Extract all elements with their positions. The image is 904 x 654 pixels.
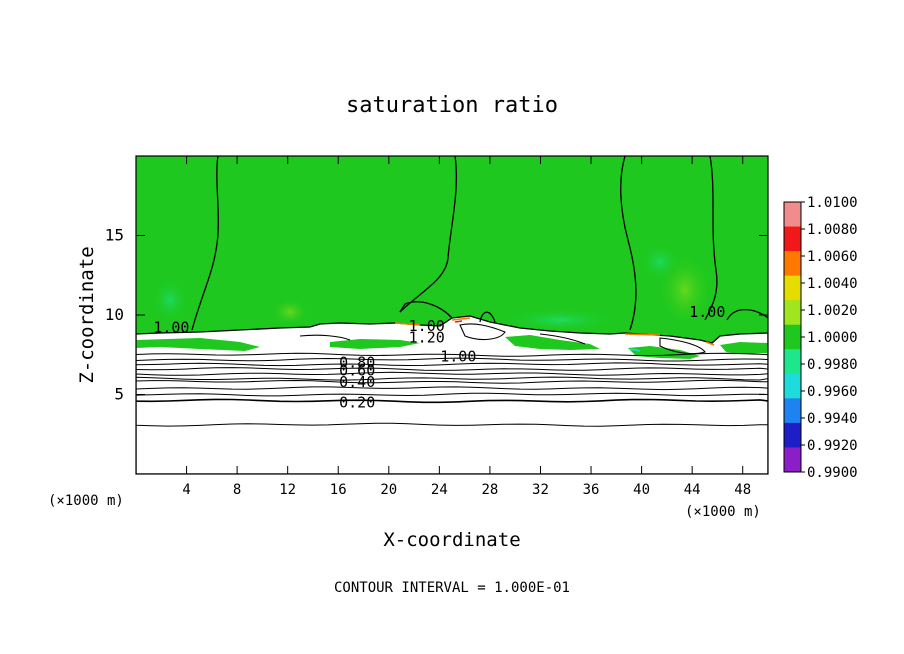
colorbar-tick-label: 1.0000 bbox=[807, 330, 858, 346]
contour-line bbox=[136, 392, 768, 397]
y-axis-label: Z-coordinate bbox=[76, 246, 98, 383]
contour-line bbox=[136, 367, 768, 371]
x-tick-label: 12 bbox=[279, 482, 296, 498]
edge-highlight bbox=[394, 322, 421, 326]
colorbar-tick-label: 1.0020 bbox=[807, 303, 858, 319]
contour-line bbox=[136, 352, 768, 357]
contour-label: 0.40 bbox=[339, 373, 375, 391]
x-axis-label: X-coordinate bbox=[383, 529, 520, 551]
colorbar-tick-label: 0.9920 bbox=[807, 438, 858, 454]
colorbar-swatch bbox=[784, 349, 801, 375]
colorbar-tick-label: 0.9960 bbox=[807, 384, 858, 400]
edge-highlight bbox=[629, 348, 641, 352]
colorbar-swatch bbox=[784, 300, 801, 326]
contour-label: 1.00 bbox=[689, 303, 725, 321]
subsat-blob bbox=[152, 278, 188, 322]
contour-label: 0.80 bbox=[339, 354, 375, 372]
contour-interval-note: CONTOUR INTERVAL = 1.000E-01 bbox=[334, 580, 570, 596]
y-tick-label: 5 bbox=[114, 385, 124, 404]
subsat-blob bbox=[640, 244, 680, 280]
contour-line bbox=[136, 362, 768, 367]
x-tick-label: 40 bbox=[633, 482, 650, 498]
contour-line bbox=[136, 386, 768, 391]
colorbar-swatch bbox=[784, 275, 801, 301]
green-pocket bbox=[720, 342, 768, 354]
contour-line bbox=[620, 156, 637, 331]
chart-title: saturation ratio bbox=[346, 93, 558, 118]
contour-labels: 1.00 1.001.201.001.000.800.600.400.20 bbox=[153, 303, 725, 412]
x-tick-label: 36 bbox=[583, 482, 600, 498]
contour-line bbox=[136, 398, 768, 404]
plot-area: 1.00 1.001.201.001.000.800.600.400.20 bbox=[136, 156, 768, 474]
x-unit-left: (×1000 m) bbox=[48, 493, 124, 509]
contour-line bbox=[459, 323, 506, 341]
edge-highlight bbox=[705, 341, 715, 346]
colorbar-tick-label: 1.0060 bbox=[807, 249, 858, 265]
green-pocket bbox=[505, 335, 600, 350]
contour-line bbox=[726, 308, 768, 321]
contour-line bbox=[191, 156, 219, 331]
contour-label: 1.00 bbox=[440, 347, 476, 365]
x-tick-label: 20 bbox=[380, 482, 397, 498]
colorbar-swatch bbox=[784, 398, 801, 424]
edge-highlight bbox=[451, 317, 471, 321]
contour-line bbox=[136, 376, 768, 381]
x-tick-label: 16 bbox=[330, 482, 347, 498]
contour-line bbox=[704, 156, 718, 321]
contour-line bbox=[399, 156, 458, 313]
y-axis: 5 10 15 bbox=[105, 226, 768, 404]
contour-line bbox=[136, 422, 768, 427]
colorbar-swatch bbox=[784, 226, 801, 252]
dry-region bbox=[136, 315, 768, 474]
contour-line bbox=[659, 337, 706, 355]
green-pocket bbox=[136, 338, 260, 351]
contour-label: 0.60 bbox=[339, 362, 375, 380]
contour-label: 0.20 bbox=[339, 393, 375, 411]
green-pocket bbox=[330, 339, 420, 349]
edge-highlight bbox=[624, 333, 661, 336]
x-tick-label: 32 bbox=[532, 482, 549, 498]
colorbar-swatch bbox=[784, 251, 801, 277]
colorbar: 1.0100 1.0080 1.0060 1.0040 1.0020 1.0000 0.99… bbox=[783, 195, 858, 481]
colorbar-tick-label: 0.9980 bbox=[807, 357, 858, 373]
x-unit-right: (×1000 m) bbox=[685, 504, 761, 520]
x-tick-label: 48 bbox=[734, 482, 751, 498]
x-tick-label: 24 bbox=[431, 482, 448, 498]
colorbar-swatch bbox=[784, 422, 801, 448]
contour-line bbox=[136, 379, 768, 384]
x-tick-label: 44 bbox=[684, 482, 701, 498]
contour-line bbox=[136, 371, 768, 376]
colorbar-tick-label: 0.9900 bbox=[807, 465, 858, 481]
contour-line bbox=[299, 334, 351, 341]
subsat-blob bbox=[500, 308, 620, 332]
y-tick-label: 15 bbox=[105, 226, 124, 245]
colorbar-swatch bbox=[784, 324, 801, 350]
saturation-edge-highlights bbox=[394, 317, 715, 352]
x-tick-label: 8 bbox=[233, 482, 241, 498]
y-tick-label: 10 bbox=[105, 305, 124, 324]
colorbar-swatch bbox=[784, 202, 801, 228]
supersat-blob bbox=[270, 298, 310, 326]
contour-line bbox=[136, 357, 768, 362]
x-tick-label: 4 bbox=[182, 482, 190, 498]
contour-line bbox=[399, 301, 453, 319]
x-axis: 4 8 12 16 20 24 28 32 36 40 44 48 bbox=[182, 156, 751, 498]
contour-label: 1.00 bbox=[409, 317, 445, 335]
contour-line bbox=[539, 333, 586, 345]
contour-label: 1.20 bbox=[409, 328, 445, 346]
colorbar-tick-label: 1.0080 bbox=[807, 222, 858, 238]
x-tick-label: 28 bbox=[481, 482, 498, 498]
dry-region-inner-contours bbox=[299, 323, 706, 355]
edge-highlight bbox=[454, 320, 463, 323]
contour-lines-top bbox=[191, 156, 768, 331]
colorbar-swatch bbox=[784, 447, 801, 473]
contour-label: 1.00 bbox=[153, 319, 189, 337]
colorbar-tick-label: 1.0040 bbox=[807, 276, 858, 292]
horizontal-contours bbox=[136, 352, 768, 427]
colorbar-tick-label: 0.9940 bbox=[807, 411, 858, 427]
contour-line bbox=[479, 311, 496, 323]
colorbar-swatch bbox=[784, 373, 801, 399]
colorbar-tick-label: 1.0100 bbox=[807, 195, 858, 211]
